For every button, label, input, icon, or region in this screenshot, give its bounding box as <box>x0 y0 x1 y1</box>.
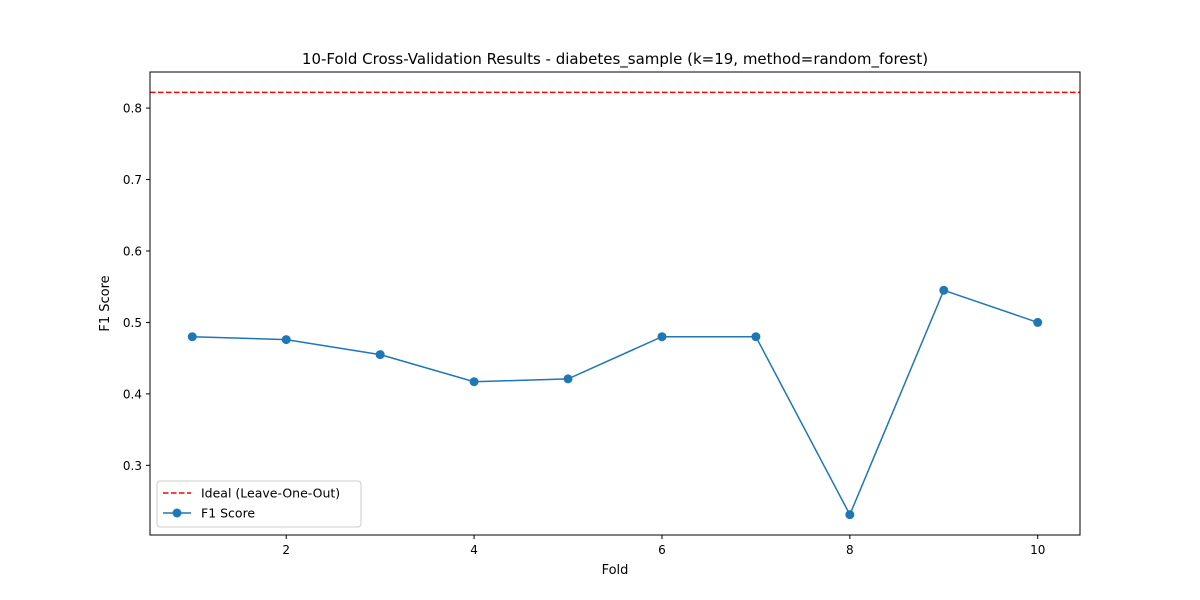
f1-score-point-fold-10 <box>1033 317 1043 327</box>
f1-score-point-fold-1 <box>187 332 197 342</box>
f1-score-point-fold-3 <box>375 350 385 360</box>
y-tick-label: 0.3 <box>123 459 142 473</box>
f1-score-point-fold-9 <box>939 285 949 295</box>
f1-score-point-fold-8 <box>845 510 855 520</box>
legend: Ideal (Leave-One-Out) F1 Score <box>156 480 362 528</box>
legend-f1-label: F1 Score <box>201 506 255 521</box>
y-tick-label: 0.8 <box>123 102 142 116</box>
x-tick-label: 4 <box>470 543 478 557</box>
chart-title: 10-Fold Cross-Validation Results - diabe… <box>302 50 928 69</box>
f1-score-point-fold-4 <box>469 377 479 387</box>
x-tick-label: 2 <box>282 543 290 557</box>
f1-score-point-fold-2 <box>281 335 291 345</box>
legend-f1-marker <box>172 508 182 518</box>
legend-box <box>156 480 362 528</box>
y-tick-label: 0.7 <box>123 173 142 187</box>
y-tick-label: 0.6 <box>123 244 142 258</box>
x-tick-label: 6 <box>658 543 666 557</box>
f1-score-point-fold-5 <box>563 374 573 384</box>
f1-score-line <box>192 289 1038 517</box>
y-tick-label: 0.5 <box>123 316 142 330</box>
x-tick-label: 8 <box>846 543 854 557</box>
y-tick-label: 0.4 <box>123 387 142 401</box>
legend-ideal-label: Ideal (Leave-One-Out) <box>201 486 340 501</box>
y-axis-label: F1 Score <box>98 275 113 331</box>
x-axis-label: Fold <box>602 563 629 578</box>
x-tick-label: 10 <box>1030 543 1045 557</box>
plot-frame <box>149 71 1081 536</box>
f1-score-point-fold-7 <box>751 332 761 342</box>
f1-score-point-fold-6 <box>657 332 667 342</box>
